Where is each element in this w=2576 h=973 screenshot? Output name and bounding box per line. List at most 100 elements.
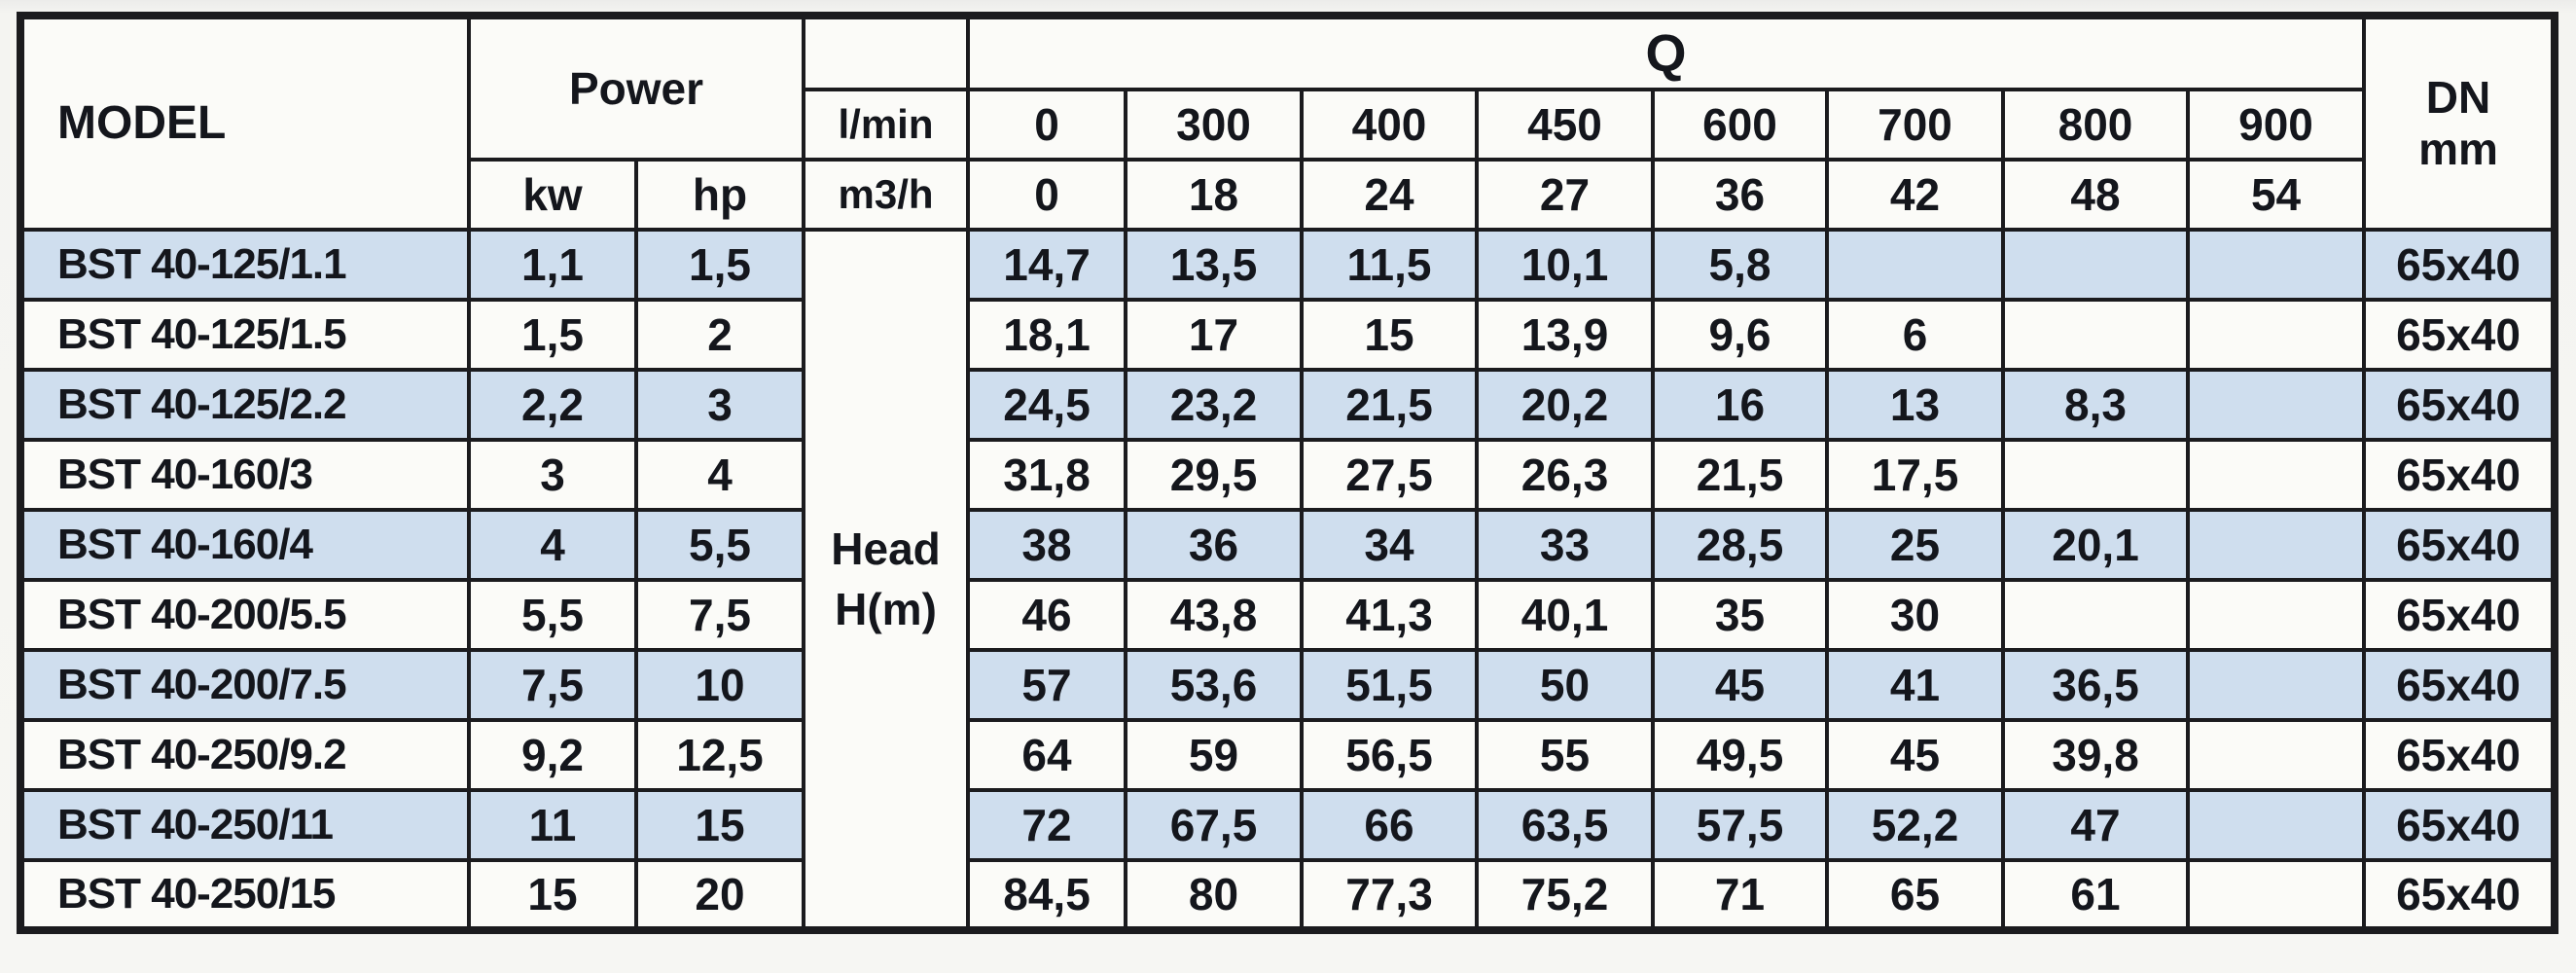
power-hp-cell: 2: [633, 298, 806, 372]
dn-cell: 65x40: [2362, 578, 2558, 652]
head-value-cell: [2186, 368, 2367, 442]
head-value-cell: 35: [1651, 578, 1830, 652]
model-cell: BST 40-250/15: [18, 858, 471, 932]
header-row-lmin: l/min 0 300 400 450 600 700 800 900: [20, 88, 2555, 162]
power-unit-hp-label: hp: [633, 158, 806, 232]
power-hp-cell: 4: [633, 438, 806, 512]
head-value-cell: 64: [966, 718, 1128, 792]
head-value-cell: 72: [966, 788, 1128, 862]
dn-cell: 65x40: [2362, 648, 2558, 722]
head-value-cell: 61: [2001, 858, 2191, 932]
dn-column-header: DN mm: [2362, 14, 2558, 232]
power-hp-cell: 10: [633, 648, 806, 722]
head-value-cell: [2186, 438, 2367, 512]
power-unit-kw-label: kw: [467, 158, 638, 232]
head-value-cell: 55: [1475, 718, 1656, 792]
q-m3h-tick: 48: [2001, 158, 2191, 232]
flow-unit-spacer-cell: [802, 14, 971, 91]
model-cell: BST 40-200/7.5: [18, 648, 471, 722]
head-value-cell: 26,3: [1475, 438, 1656, 512]
dn-label: DN: [2425, 72, 2491, 124]
head-value-cell: 20,2: [1475, 368, 1656, 442]
head-value-cell: 23,2: [1124, 368, 1305, 442]
head-value-cell: 36: [1124, 508, 1305, 582]
head-value-cell: 49,5: [1651, 718, 1830, 792]
power-hp-cell: 15: [633, 788, 806, 862]
head-value-cell: 43,8: [1124, 578, 1305, 652]
head-unit-label: H(m): [835, 584, 937, 634]
q-column-header: Q: [966, 14, 2367, 91]
head-value-cell: 65: [1825, 858, 2006, 932]
head-value-cell: 50: [1475, 648, 1656, 722]
power-kw-cell: 2,2: [467, 368, 638, 442]
head-value-cell: 40,1: [1475, 578, 1656, 652]
head-value-cell: 31,8: [966, 438, 1128, 512]
head-value-cell: [2186, 648, 2367, 722]
q-m3h-tick: 27: [1475, 158, 1656, 232]
head-value-cell: 6: [1825, 298, 2006, 372]
head-value-cell: [2186, 788, 2367, 862]
head-value-cell: 66: [1300, 788, 1480, 862]
head-value-cell: 17,5: [1825, 438, 2006, 512]
head-value-cell: 41,3: [1300, 578, 1480, 652]
q-lmin-tick: 450: [1475, 88, 1656, 162]
head-value-cell: 77,3: [1300, 858, 1480, 932]
q-m3h-tick: 54: [2186, 158, 2367, 232]
table-row: BST 40-160/4 4 5,5 38 36 34 33 28,5 25 20,1 65x40: [18, 508, 2558, 582]
q-lmin-tick: 900: [2186, 88, 2367, 162]
q-m3h-tick: 42: [1825, 158, 2006, 232]
head-value-cell: 36,5: [2001, 648, 2191, 722]
power-column-header: Power: [466, 14, 806, 162]
table-row: BST 40-250/11 11 15 72 67,5 66 63,5 57,5 52,2 47 6…: [18, 788, 2558, 862]
head-value-cell: 52,2: [1825, 788, 2006, 862]
head-value-cell: 39,8: [2001, 718, 2191, 792]
head-value-cell: 10,1: [1475, 228, 1656, 302]
header-row-m3h: kw hp m3/h 0 18 24 27 36 42 48 54: [20, 158, 2555, 232]
head-value-cell: 17: [1124, 298, 1305, 372]
dn-cell: 65x40: [2362, 438, 2558, 512]
dn-cell: 65x40: [2362, 718, 2558, 792]
q-m3h-tick: 36: [1651, 158, 1830, 232]
head-value-cell: 34: [1300, 508, 1480, 582]
power-kw-cell: 15: [467, 858, 638, 932]
head-value-cell: 33: [1475, 508, 1656, 582]
table-row: BST 40-200/7.5 7,5 10 57 53,6 51,5 50 45 41 36,5 6…: [18, 648, 2558, 722]
head-value-cell: 30: [1825, 578, 2006, 652]
head-value-cell: 84,5: [966, 858, 1128, 932]
dn-cell: 65x40: [2362, 858, 2558, 932]
head-value-cell: 38: [966, 508, 1128, 582]
head-value-cell: 13: [1825, 368, 2006, 442]
head-value-cell: 63,5: [1475, 788, 1656, 862]
head-value-cell: 46: [966, 578, 1128, 652]
head-value-cell: 21,5: [1651, 438, 1830, 512]
head-value-cell: 25: [1825, 508, 2006, 582]
head-value-cell: 27,5: [1300, 438, 1480, 512]
head-value-cell: [2186, 858, 2367, 932]
head-value-cell: [2186, 228, 2367, 302]
head-value-cell: 8,3: [2001, 368, 2191, 442]
head-value-cell: 45: [1825, 718, 2006, 792]
power-hp-cell: 12,5: [633, 718, 806, 792]
head-value-cell: [2186, 718, 2367, 792]
model-cell: BST 40-160/4: [18, 508, 471, 582]
table-row: BST 40-250/9.2 9,2 12,5 64 59 56,5 55 49,5 45 39,…: [18, 718, 2558, 792]
q-lmin-tick: 600: [1651, 88, 1830, 162]
power-kw-cell: 1,5: [467, 298, 638, 372]
head-value-cell: 57,5: [1651, 788, 1830, 862]
head-value-cell: 45: [1651, 648, 1830, 722]
head-value-cell: [2186, 508, 2367, 582]
model-cell: BST 40-125/1.5: [18, 298, 471, 372]
head-value-cell: 16: [1651, 368, 1830, 442]
head-value-cell: 11,5: [1300, 228, 1480, 302]
head-value-cell: 9,6: [1651, 298, 1830, 372]
head-value-cell: 41: [1825, 648, 2006, 722]
q-lmin-tick: 700: [1825, 88, 2006, 162]
table-row: BST 40-200/5.5 5,5 7,5 46 43,8 41,3 40,1 35 30 65…: [18, 578, 2558, 652]
pump-spec-table: MODEL Power Q DN mm l/min 0 300 400 450 …: [17, 12, 2559, 934]
q-lmin-tick: 400: [1300, 88, 1480, 162]
head-value-cell: 51,5: [1300, 648, 1480, 722]
model-cell: BST 40-250/11: [18, 788, 471, 862]
table-row: BST 40-250/15 15 20 84,5 80 77,3 75,2 71 65 61 65x…: [18, 858, 2558, 932]
dn-unit-label: mm: [2418, 124, 2498, 174]
